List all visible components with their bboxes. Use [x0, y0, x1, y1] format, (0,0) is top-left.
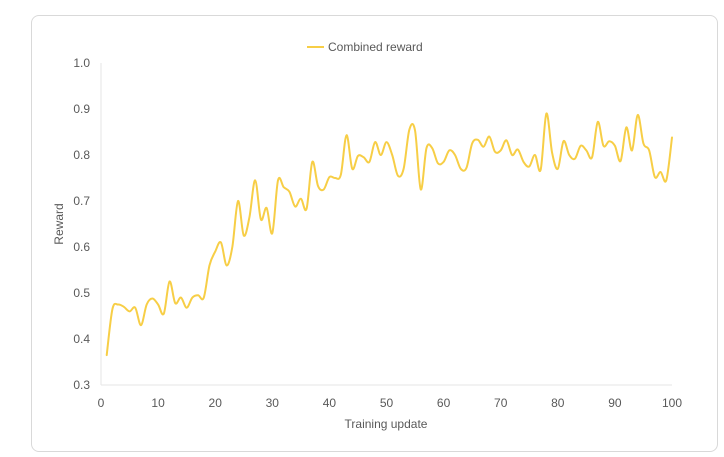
y-tick-label: 0.4 [73, 332, 90, 346]
x-tick-label: 50 [380, 396, 394, 410]
y-tick-label: 1.0 [73, 56, 90, 70]
y-tick-label: 0.9 [73, 102, 90, 116]
x-tick-label: 90 [608, 396, 622, 410]
x-tick-label: 0 [98, 396, 105, 410]
y-tick-label: 0.6 [73, 240, 90, 254]
x-axis-title: Training update [345, 417, 428, 431]
x-tick-label: 30 [266, 396, 280, 410]
y-tick-label: 0.3 [73, 378, 90, 392]
x-tick-label: 10 [151, 396, 165, 410]
y-tick-label: 0.8 [73, 148, 90, 162]
x-tick-label: 20 [209, 396, 223, 410]
series-line-combined-reward [105, 112, 673, 357]
legend-label: Combined reward [328, 40, 423, 54]
x-tick-label: 70 [494, 396, 508, 410]
x-tick-label: 60 [437, 396, 451, 410]
legend: Combined reward [307, 40, 423, 54]
x-tick-label: 100 [662, 396, 682, 410]
x-tick-label: 40 [323, 396, 337, 410]
y-tick-label: 0.5 [73, 286, 90, 300]
chart-card [31, 15, 718, 452]
x-tick-label: 80 [551, 396, 565, 410]
x-ticks: 0 10 20 30 40 50 60 70 80 90 100 [98, 396, 683, 410]
y-ticks: 0.3 0.4 0.5 0.6 0.7 0.8 0.9 1.0 [73, 56, 90, 392]
y-tick-label: 0.7 [73, 194, 90, 208]
y-axis-title: Reward [52, 203, 66, 244]
